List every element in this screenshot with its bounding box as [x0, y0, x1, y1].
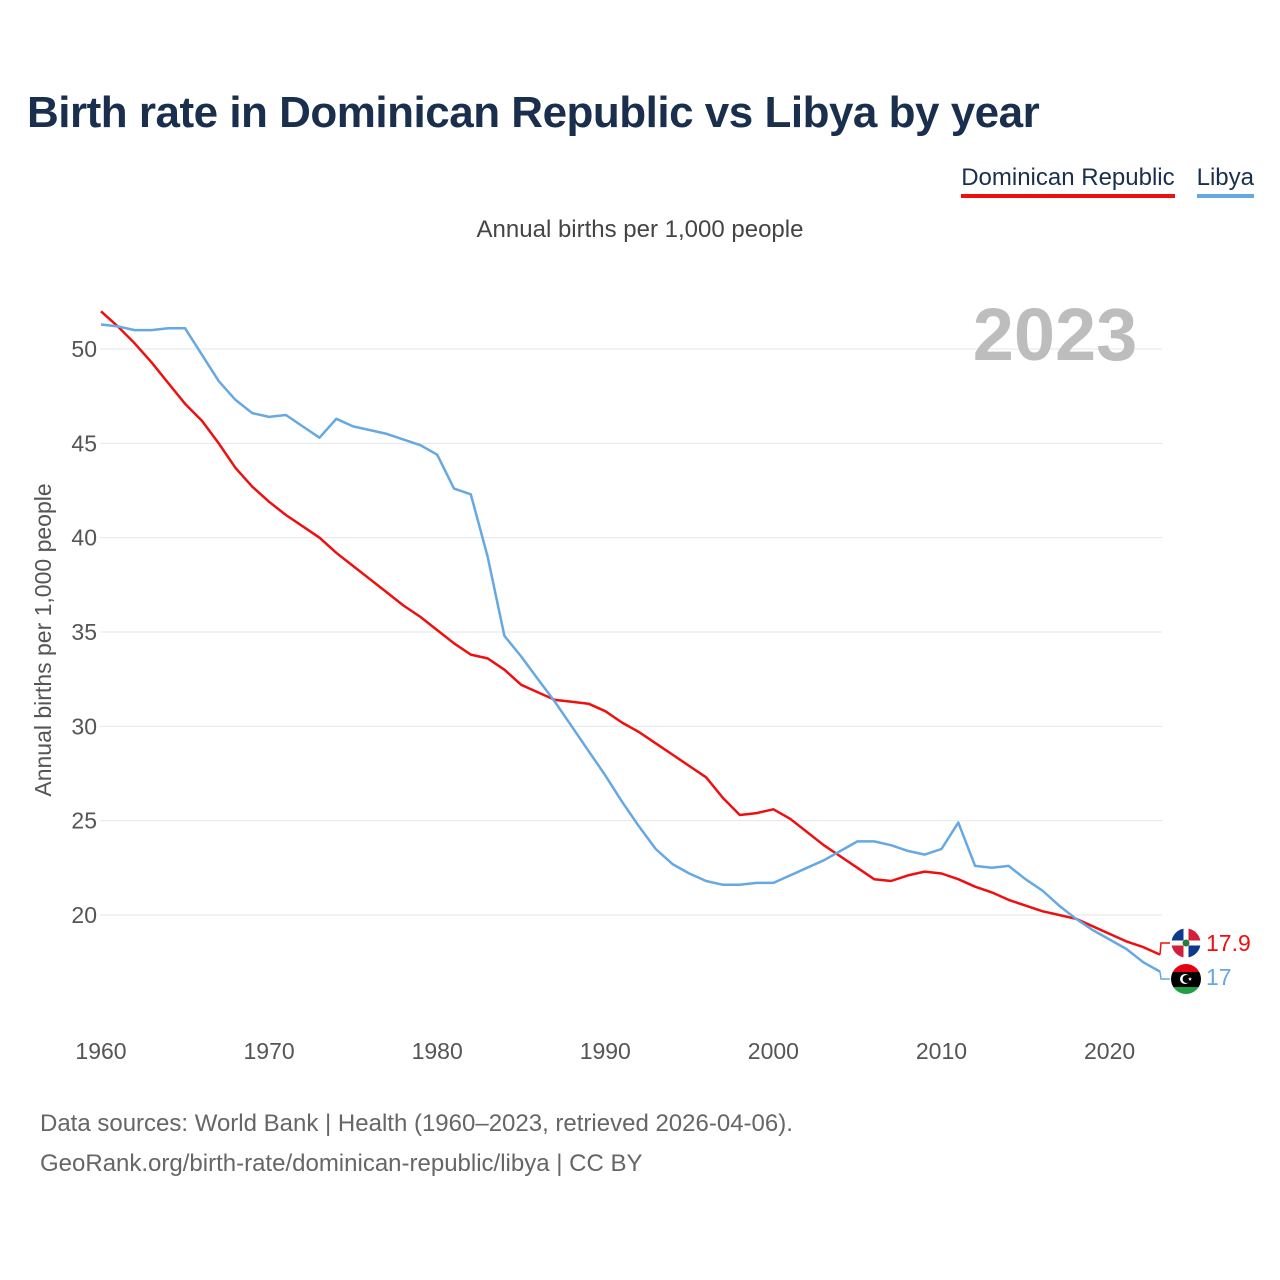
y-tick-label-30: 30 [71, 713, 97, 739]
series-lines [100, 310, 1170, 980]
series-line-libya [100, 323, 1161, 973]
series-line-dominican-republic [100, 310, 1161, 956]
end-label-dominican-republic: 17.9 [1206, 930, 1251, 956]
x-axis-ticks: 1960 1970 1980 1990 2000 2010 2020 [75, 1038, 1135, 1064]
y-tick-label-40: 40 [71, 525, 97, 551]
footer-url[interactable]: GeoRank.org/birth-rate/dominican-republi… [40, 1150, 643, 1177]
x-tick-label-1990: 1990 [580, 1038, 631, 1064]
x-tick-label-2010: 2010 [916, 1038, 967, 1064]
y-tick-label-20: 20 [71, 902, 97, 928]
y-tick-label-25: 25 [71, 808, 97, 834]
x-tick-label-1960: 1960 [75, 1038, 126, 1064]
footer: Data sources: World Bank | Health (1960–… [40, 1104, 793, 1184]
y-axis-label: Annual births per 1,000 people [30, 483, 56, 796]
end-connector-dominican-republic [1159, 942, 1170, 955]
y-tick-label-45: 45 [71, 430, 97, 456]
x-tick-label-2000: 2000 [748, 1038, 799, 1064]
chart-title: Birth rate in Dominican Republic vs Liby… [27, 88, 1040, 137]
dominican-republic-flag-icon [1170, 927, 1202, 959]
end-connector-libya [1159, 971, 1170, 980]
end-label-libya: 17 [1206, 964, 1232, 990]
y-axis-ticks: 20 25 30 35 40 45 50 [71, 336, 97, 928]
footer-source: Data sources: World Bank | Health (1960–… [40, 1110, 793, 1137]
y-tick-label-50: 50 [71, 336, 97, 362]
libya-flag-icon [1171, 964, 1201, 994]
year-watermark: 2023 [973, 293, 1138, 376]
legend-item-libya[interactable]: Libya [1196, 164, 1254, 198]
y-tick-label-35: 35 [71, 619, 97, 645]
end-markers: 17.9 17 [1170, 927, 1251, 994]
gridlines [100, 348, 1162, 916]
x-tick-label-1970: 1970 [244, 1038, 295, 1064]
x-tick-label-2020: 2020 [1084, 1038, 1135, 1064]
legend-item-dominican-republic[interactable]: Dominican Republic [961, 164, 1175, 198]
chart-subtitle: Annual births per 1,000 people [476, 216, 804, 243]
legend: Dominican Republic Libya [961, 164, 1254, 198]
x-tick-label-1980: 1980 [412, 1038, 463, 1064]
